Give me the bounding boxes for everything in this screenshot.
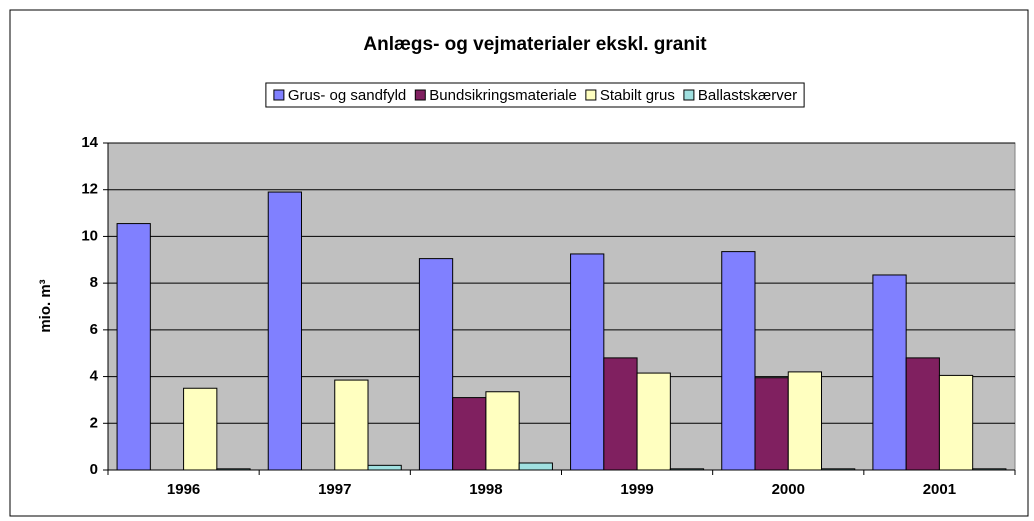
x-tick-label: 1996 — [167, 481, 200, 498]
bar — [905, 357, 940, 471]
y-axis-label: mio. m³ — [37, 279, 54, 332]
bar — [418, 258, 454, 471]
bar — [570, 253, 605, 471]
bar — [452, 397, 487, 471]
x-tick-label: 2001 — [923, 481, 956, 498]
bar — [821, 468, 856, 471]
chart-title: Anlægs- og vejmaterialer ekskl. granit — [363, 34, 707, 55]
bar — [636, 372, 671, 471]
x-tick-label: 1997 — [318, 481, 351, 498]
bar — [938, 374, 974, 471]
bar — [972, 468, 1007, 471]
bar — [485, 391, 520, 471]
legend-label: Bundsikringsmateriale — [429, 87, 577, 104]
legend-box — [265, 82, 805, 108]
legend-swatch — [414, 89, 426, 101]
legend-swatch — [273, 89, 285, 101]
bar — [754, 377, 789, 471]
bar — [872, 274, 907, 471]
legend-swatch — [683, 89, 695, 101]
bar — [721, 251, 756, 471]
y-tick-label: 4 — [90, 368, 99, 385]
legend-label: Ballastskærver — [698, 87, 797, 104]
bar — [367, 464, 402, 471]
bar — [216, 468, 251, 471]
bar — [183, 387, 218, 471]
x-tick-label: 2000 — [772, 481, 805, 498]
x-tick-label: 1998 — [469, 481, 502, 498]
y-tick-label: 2 — [90, 414, 98, 431]
legend-label: Grus- og sandfyld — [288, 87, 406, 104]
bar — [603, 357, 638, 471]
legend-label: Stabilt grus — [600, 87, 675, 104]
bar — [669, 468, 705, 471]
bar — [787, 371, 823, 471]
y-tick-label: 10 — [81, 227, 98, 244]
legend-swatch — [585, 89, 597, 101]
y-tick-label: 12 — [81, 181, 98, 198]
y-tick-label: 8 — [90, 274, 98, 291]
bar — [334, 379, 369, 471]
y-tick-label: 14 — [81, 134, 98, 151]
y-tick-label: 0 — [90, 461, 98, 478]
x-tick-label: 1999 — [620, 481, 653, 498]
bar — [267, 191, 302, 471]
y-tick-label: 6 — [90, 321, 98, 338]
bar — [116, 223, 151, 471]
plot-area — [107, 142, 1016, 471]
bar — [518, 462, 553, 471]
